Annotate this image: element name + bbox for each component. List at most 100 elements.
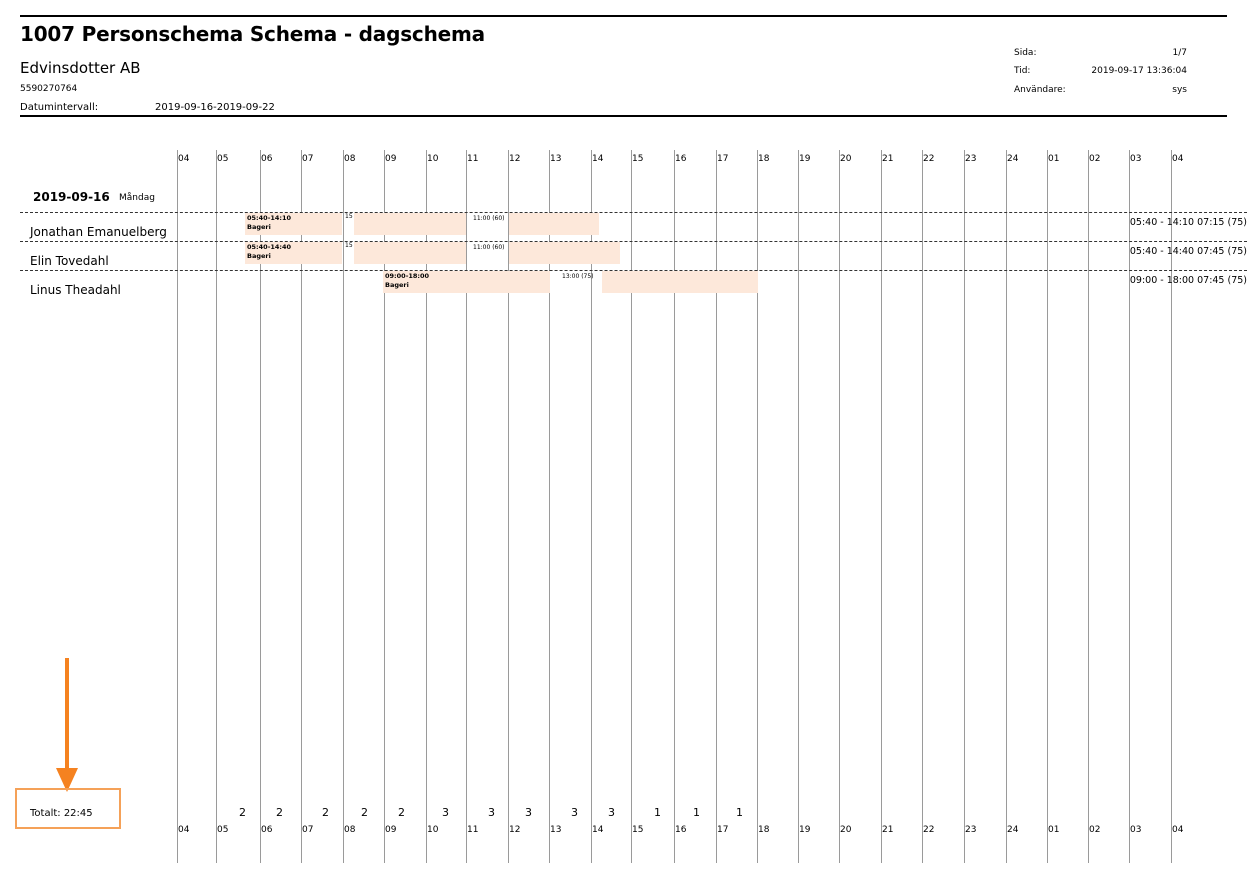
hour-gridline <box>508 150 509 863</box>
shift-block <box>354 242 466 264</box>
hour-label: 01 <box>1048 154 1060 164</box>
staff-count: 2 <box>322 806 329 819</box>
hour-label: 23 <box>965 154 977 164</box>
shift-department-label: Bageri <box>247 252 271 260</box>
top-rule <box>20 15 1227 17</box>
hour-label: 21 <box>882 154 894 164</box>
hour-gridline <box>1047 150 1048 863</box>
staff-count: 1 <box>654 806 661 819</box>
row-separator <box>20 270 1247 271</box>
shift-block <box>383 271 550 293</box>
hour-label: 04 <box>1172 825 1184 835</box>
hour-label: 15 <box>632 825 644 835</box>
hour-label: 11 <box>467 154 479 164</box>
hour-label: 06 <box>261 825 273 835</box>
hour-gridline <box>260 150 261 863</box>
hour-label: 18 <box>758 154 770 164</box>
staff-count: 3 <box>608 806 615 819</box>
break-label: 13:00 (75) <box>562 273 594 280</box>
hour-label: 18 <box>758 825 770 835</box>
staff-count: 2 <box>398 806 405 819</box>
staff-count: 3 <box>488 806 495 819</box>
staff-count: 1 <box>693 806 700 819</box>
hour-gridline <box>631 150 632 863</box>
staff-count: 2 <box>361 806 368 819</box>
total-highlight-box <box>15 788 121 829</box>
staff-count: 2 <box>239 806 246 819</box>
hour-gridline <box>343 150 344 863</box>
hour-label: 01 <box>1048 825 1060 835</box>
user-value: sys <box>1172 85 1187 95</box>
shift-block <box>509 213 599 235</box>
break-label: 15 <box>345 213 353 220</box>
hour-label: 09 <box>385 154 397 164</box>
row-separator <box>20 212 1247 213</box>
hour-label: 05 <box>217 154 229 164</box>
time-label: Tid: <box>1014 66 1031 76</box>
shift-summary: 05:40 - 14:10 07:15 (75) <box>1129 217 1247 228</box>
day-weekday: Måndag <box>119 193 155 203</box>
hour-label: 07 <box>302 825 314 835</box>
hour-label: 02 <box>1089 825 1101 835</box>
company-name: Edvinsdotter AB <box>20 59 141 77</box>
hour-gridline <box>1006 150 1007 863</box>
hour-label: 22 <box>923 154 935 164</box>
page-label: Sida: <box>1014 48 1037 58</box>
hour-gridline <box>549 150 550 863</box>
hour-gridline <box>1171 150 1172 863</box>
hour-label: 24 <box>1007 825 1019 835</box>
hour-label: 14 <box>592 154 604 164</box>
hour-label: 19 <box>799 154 811 164</box>
hour-label: 10 <box>427 154 439 164</box>
shift-block <box>245 213 342 235</box>
break-label: 11:00 (60) <box>473 215 505 222</box>
time-value: 2019-09-17 13:36:04 <box>1091 66 1187 76</box>
hour-label: 03 <box>1130 154 1142 164</box>
hour-label: 17 <box>717 825 729 835</box>
row-separator <box>20 241 1247 242</box>
hour-label: 08 <box>344 825 356 835</box>
hour-label: 13 <box>550 825 562 835</box>
hour-gridline <box>839 150 840 863</box>
hour-gridline <box>881 150 882 863</box>
hour-gridline <box>216 150 217 863</box>
hour-gridline <box>716 150 717 863</box>
hour-label: 10 <box>427 825 439 835</box>
hour-label: 06 <box>261 154 273 164</box>
hour-label: 12 <box>509 154 521 164</box>
hour-gridline <box>798 150 799 863</box>
hour-label: 02 <box>1089 154 1101 164</box>
hour-label: 08 <box>344 154 356 164</box>
hour-label: 12 <box>509 825 521 835</box>
shift-block <box>602 271 758 293</box>
hour-gridline <box>426 150 427 863</box>
shift-time-label: 05:40-14:40 <box>247 243 292 251</box>
hour-gridline <box>301 150 302 863</box>
staff-count: 3 <box>571 806 578 819</box>
hour-label: 15 <box>632 154 644 164</box>
staff-count: 3 <box>525 806 532 819</box>
hour-label: 09 <box>385 825 397 835</box>
shift-summary: 09:00 - 18:00 07:45 (75) <box>1129 275 1247 286</box>
org-number: 5590270764 <box>20 84 78 94</box>
hour-label: 17 <box>717 154 729 164</box>
shift-block <box>245 242 342 264</box>
person-name: Jonathan Emanuelberg <box>30 225 167 239</box>
hour-label: 20 <box>840 154 852 164</box>
hour-gridline <box>1088 150 1089 863</box>
person-name: Linus Theadahl <box>30 283 121 297</box>
hour-gridline <box>591 150 592 863</box>
hour-label: 03 <box>1130 825 1142 835</box>
arrow-down-icon <box>56 658 78 792</box>
hour-gridline <box>757 150 758 863</box>
hour-gridline <box>466 150 467 863</box>
hour-label: 16 <box>675 825 687 835</box>
hour-label: 19 <box>799 825 811 835</box>
staff-count: 2 <box>276 806 283 819</box>
shift-department-label: Bageri <box>247 223 271 231</box>
hour-label: 23 <box>965 825 977 835</box>
hour-gridline <box>674 150 675 863</box>
hour-gridline <box>964 150 965 863</box>
shift-time-label: 09:00-18:00 <box>385 272 430 280</box>
break-label: 11:00 (60) <box>473 244 505 251</box>
